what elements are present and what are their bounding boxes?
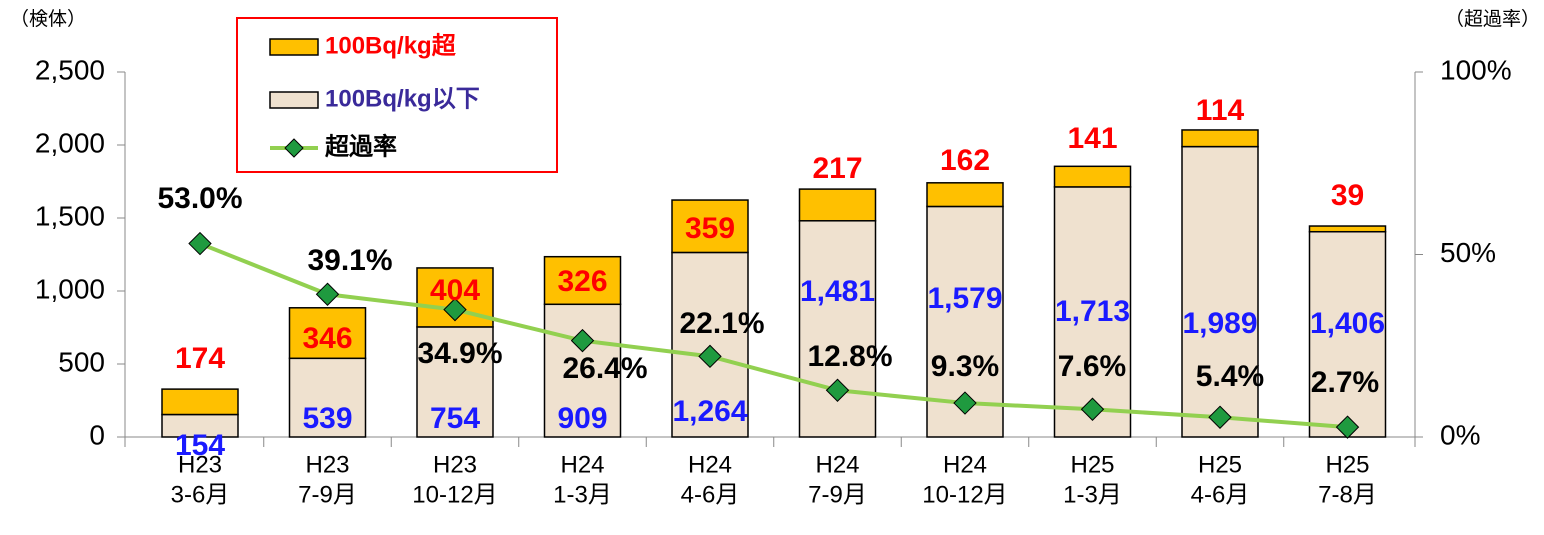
x-tick-label: 7-9月	[298, 481, 357, 508]
bar	[1053, 165, 1132, 188]
data-label: 346	[302, 322, 352, 355]
data-label: 22.1%	[679, 307, 764, 340]
legend-swatch	[284, 138, 304, 158]
marker	[1208, 405, 1232, 429]
marker	[315, 282, 340, 306]
y-tick-label: 1,000	[35, 273, 105, 304]
bar	[798, 220, 877, 438]
data-label: 39.1%	[307, 244, 392, 277]
data-label: 12.8%	[807, 340, 892, 373]
y2-axis-label: （超過率）	[1445, 8, 1540, 30]
y2-tick-label: 100%	[1440, 54, 1512, 85]
bar	[671, 199, 749, 254]
data-label: 53.0%	[157, 182, 242, 215]
data-label: 1,989	[1182, 307, 1257, 340]
data-label: 162	[940, 144, 990, 177]
x-tick-label: 10-12月	[922, 481, 1007, 508]
bar	[543, 255, 622, 306]
data-label: 141	[1067, 122, 1117, 155]
y-tick-label: 2,000	[35, 127, 105, 158]
bar	[288, 357, 367, 438]
marker	[443, 297, 467, 322]
bar	[1181, 145, 1259, 438]
x-tick-label: 4-6月	[681, 481, 740, 508]
legend-label: 100Bq/kg超	[325, 32, 457, 59]
data-label: 1,481	[800, 275, 875, 308]
legend-label: 超過率	[325, 132, 397, 160]
marker	[1335, 415, 1360, 439]
data-label: 909	[557, 402, 607, 435]
bar	[1308, 230, 1387, 438]
x-tick-label: H24	[943, 451, 987, 478]
x-tick-label: H24	[815, 451, 859, 478]
data-label: 1,579	[927, 282, 1002, 315]
bar	[1308, 225, 1387, 233]
bar	[288, 307, 367, 360]
marker	[825, 378, 850, 402]
bar	[416, 326, 494, 438]
y-axis-label: （検体）	[10, 8, 86, 30]
y2-tick-label: 0%	[1440, 419, 1480, 450]
marker	[953, 391, 977, 415]
x-tick-label: H25	[1198, 451, 1242, 478]
x-tick-label: 1-3月	[553, 481, 612, 508]
x-tick-label: 7-8月	[1318, 481, 1377, 508]
y-tick-label: 0	[89, 419, 105, 450]
bar	[1053, 186, 1132, 438]
legend-label: 100Bq/kg以下	[325, 85, 480, 112]
bar	[926, 182, 1004, 208]
data-label: 1,264	[672, 395, 747, 428]
legend-swatch	[269, 91, 319, 109]
data-label: 174	[175, 342, 225, 375]
y-tick-label: 500	[58, 346, 105, 377]
marker	[570, 328, 595, 353]
x-tick-label: H23	[305, 451, 349, 478]
bar	[543, 303, 622, 438]
data-label: 1,713	[1055, 295, 1130, 328]
y-tick-label: 1,500	[35, 200, 105, 231]
data-label: 539	[302, 402, 352, 435]
data-label: 154	[175, 429, 225, 462]
x-tick-label: 10-12月	[412, 481, 497, 508]
data-label: 34.9%	[417, 337, 502, 370]
marker	[1080, 397, 1105, 421]
data-label: 326	[557, 265, 607, 298]
x-tick-label: H24	[560, 451, 604, 478]
bar	[161, 388, 239, 416]
data-label: 114	[1196, 94, 1245, 127]
data-label: 5.4%	[1196, 360, 1264, 393]
data-label: 1,406	[1310, 307, 1385, 340]
data-label: 9.3%	[931, 350, 999, 383]
data-label: 754	[430, 402, 480, 435]
legend-swatch	[269, 38, 319, 56]
data-label: 39	[1331, 179, 1364, 212]
x-tick-label: H25	[1070, 451, 1114, 478]
x-tick-label: 7-9月	[808, 481, 867, 508]
bar	[798, 188, 877, 222]
bar	[1181, 129, 1259, 148]
x-tick-label: H24	[688, 451, 732, 478]
x-tick-label: 3-6月	[171, 481, 230, 508]
marker	[698, 344, 722, 369]
data-label: 217	[812, 152, 862, 185]
x-tick-label: H25	[1325, 451, 1369, 478]
marker	[188, 231, 212, 256]
data-label: 404	[430, 274, 480, 307]
x-tick-label: 1-3月	[1063, 481, 1122, 508]
y-tick-label: 2,500	[35, 54, 105, 85]
y2-tick-label: 50%	[1440, 237, 1496, 268]
data-label: 26.4%	[562, 352, 647, 385]
line	[199, 241, 1348, 430]
data-label: 7.6%	[1058, 350, 1126, 383]
x-tick-label: H23	[178, 451, 222, 478]
x-tick-label: H23	[433, 451, 477, 478]
x-tick-label: 4-6月	[1191, 481, 1250, 508]
data-label: 359	[685, 212, 735, 245]
data-label: 2.7%	[1311, 366, 1379, 399]
